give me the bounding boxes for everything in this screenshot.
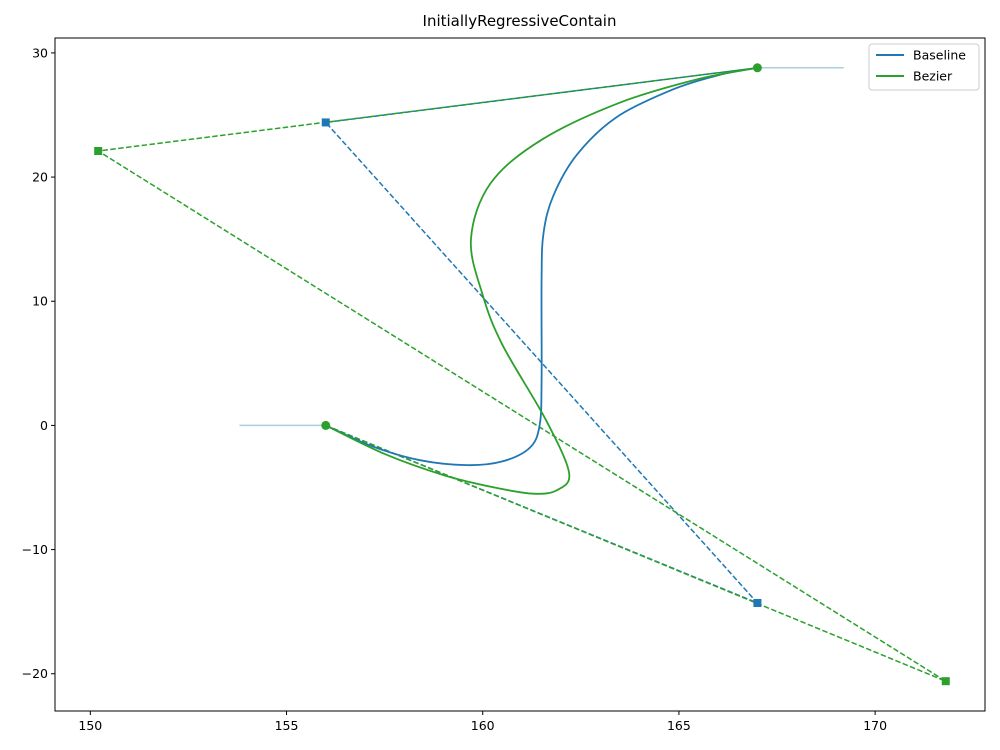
bezier-control-point bbox=[94, 146, 103, 155]
y-tick-label: 30 bbox=[32, 45, 48, 60]
curve-endpoint bbox=[321, 420, 331, 430]
y-tick-label: 20 bbox=[32, 170, 48, 185]
x-tick-label: 160 bbox=[471, 718, 495, 733]
polygon-layer bbox=[95, 67, 947, 682]
tangent-layer bbox=[239, 67, 844, 427]
chart-title: InitiallyRegressiveContain bbox=[423, 12, 617, 30]
baseline-control-point bbox=[321, 118, 330, 127]
legend: Baseline Bezier bbox=[868, 43, 980, 91]
curve-endpoint bbox=[752, 63, 762, 73]
baseline-control-point bbox=[753, 598, 762, 607]
series-line-baseline bbox=[325, 66, 758, 467]
series-line-bezier bbox=[325, 66, 758, 495]
y-tick-label: −20 bbox=[22, 666, 48, 681]
x-tick-label: 150 bbox=[78, 718, 102, 733]
bezier-control-point bbox=[941, 677, 950, 686]
legend-bezier-label: Bezier bbox=[913, 69, 953, 84]
y-tick-label: 0 bbox=[40, 418, 48, 433]
y-axis: −20 −10 0 10 20 30 bbox=[22, 45, 55, 681]
x-tick-label: 155 bbox=[275, 718, 299, 733]
x-axis: 150 155 160 165 170 bbox=[78, 711, 887, 733]
legend-baseline-label: Baseline bbox=[913, 48, 966, 63]
x-tick-label: 165 bbox=[667, 718, 691, 733]
marker-layer bbox=[94, 63, 950, 686]
plot-area-frame bbox=[54, 37, 986, 712]
control-polygon-3 bbox=[95, 67, 947, 682]
curve-layer bbox=[325, 66, 758, 495]
y-tick-label: −10 bbox=[22, 542, 48, 557]
y-tick-label: 10 bbox=[32, 294, 48, 309]
x-tick-label: 170 bbox=[863, 718, 887, 733]
